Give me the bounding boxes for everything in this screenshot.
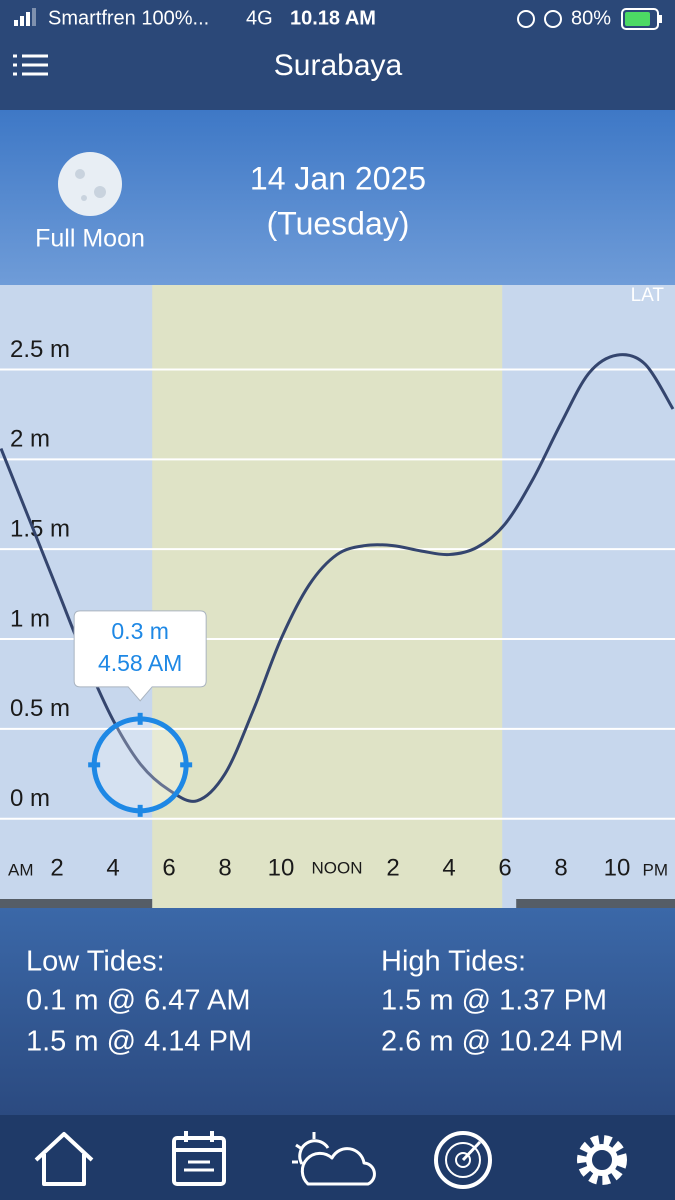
tooltip	[73, 610, 207, 702]
location-title: Surabaya	[274, 49, 403, 82]
period-label: PM	[643, 860, 669, 879]
radar-tab[interactable]	[434, 1131, 492, 1189]
daylight-band	[152, 285, 503, 908]
x-tick-label: 6	[162, 854, 175, 881]
high-tides-title: High Tides:	[381, 946, 526, 978]
settings-tab[interactable]	[577, 1135, 627, 1185]
tooltip-time: 4.58 AM	[98, 650, 182, 676]
tide-panel	[0, 908, 675, 1115]
tide-line	[0, 353, 675, 803]
high-tide: 2.6 m @ 10.24 PM	[381, 1026, 623, 1058]
battery-level: 80%	[571, 7, 611, 29]
x-tick-label: 4	[106, 854, 119, 881]
menu-button[interactable]	[13, 54, 48, 76]
y-tick-label: 0.5 m	[10, 695, 70, 722]
weather-tab[interactable]	[292, 1132, 376, 1186]
home-tab[interactable]	[34, 1132, 94, 1186]
x-tick-label: 8	[554, 854, 567, 881]
night-bar	[516, 899, 675, 908]
datum-label: LAT	[631, 285, 665, 306]
signal-icon	[14, 8, 36, 26]
x-tick-label: 6	[498, 854, 511, 881]
x-tick-label: NOON	[312, 858, 363, 877]
moon-icon	[58, 152, 122, 216]
battery-icon	[621, 8, 662, 30]
tide-chart: 0 m 0.5 m 1 m 1.5 m 2 m 2.5 m LAT 2 4 6 8 10 NOON 2 4 6…	[0, 285, 675, 908]
clock: 10.18 AM	[290, 7, 376, 29]
tooltip-value: 0.3 m	[111, 618, 169, 644]
date: 14 Jan 2025	[250, 160, 426, 196]
low-tides-title: Low Tides:	[26, 946, 165, 978]
calendar-tab[interactable]	[172, 1131, 226, 1186]
network: 4G	[246, 7, 273, 29]
weekday: (Tuesday)	[267, 205, 410, 241]
x-tick-label: 4	[442, 854, 455, 881]
alarm-icon	[544, 10, 562, 28]
x-tick-label: 2	[50, 854, 63, 881]
moon-phase: Full Moon	[35, 225, 145, 253]
x-tick-label: 2	[386, 854, 399, 881]
x-tick-label: 8	[218, 854, 231, 881]
y-tick-label: 2.5 m	[10, 336, 70, 363]
top-bar	[0, 0, 675, 110]
y-tick-label: 0 m	[10, 785, 50, 812]
x-tick-label: 10	[268, 854, 295, 881]
period-label: AM	[8, 860, 34, 879]
y-tick-label: 1 m	[10, 605, 50, 632]
lock-icon	[517, 10, 535, 28]
y-tick-label: 2 m	[10, 426, 50, 453]
x-tick-label: 10	[604, 854, 631, 881]
y-tick-label: 1.5 m	[10, 516, 70, 543]
low-tide: 0.1 m @ 6.47 AM	[26, 985, 250, 1017]
low-tide: 1.5 m @ 4.14 PM	[26, 1026, 252, 1058]
night-bar	[0, 899, 153, 908]
high-tide: 1.5 m @ 1.37 PM	[381, 985, 607, 1017]
tab-bar	[0, 1115, 675, 1200]
carrier: Smartfren 100%...	[48, 7, 209, 29]
marker-fill	[94, 718, 187, 811]
